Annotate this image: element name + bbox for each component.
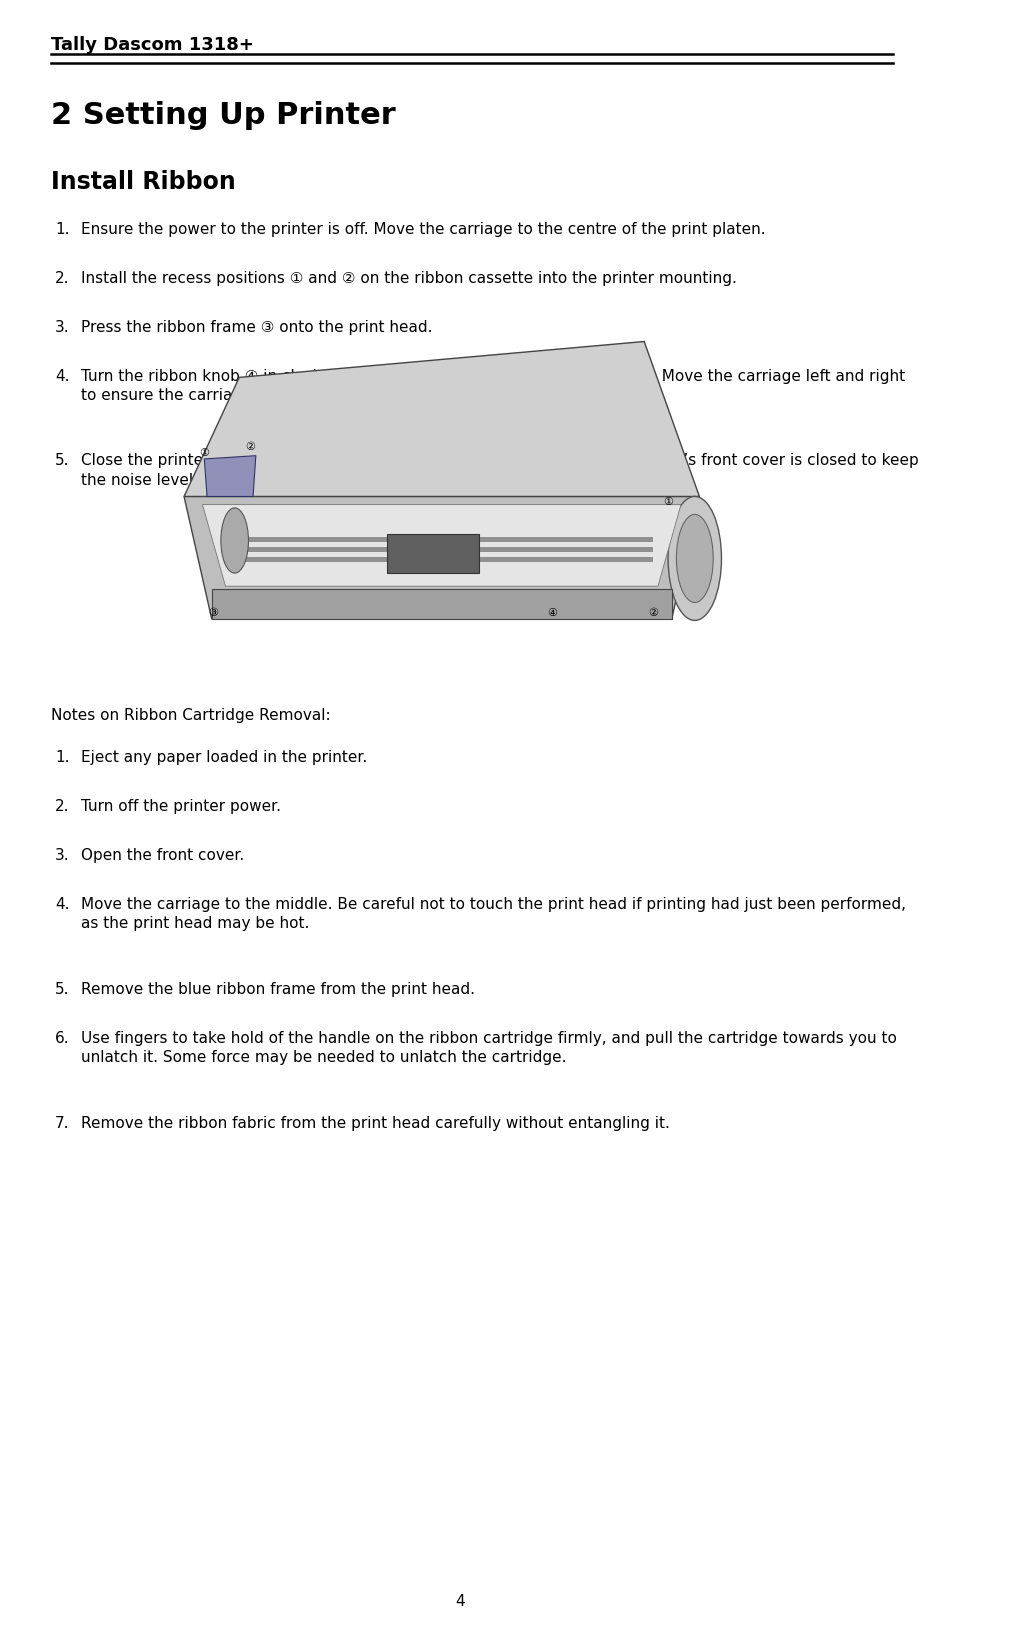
Text: Ensure the power to the printer is off. Move the carriage to the centre of the p: Ensure the power to the printer is off. … <box>81 222 765 236</box>
Text: 3.: 3. <box>56 319 70 334</box>
Text: Open the front cover.: Open the front cover. <box>81 848 244 862</box>
Text: Use fingers to take hold of the handle on the ribbon cartridge firmly, and pull : Use fingers to take hold of the handle o… <box>81 1030 897 1064</box>
Ellipse shape <box>677 515 713 603</box>
Text: Eject any paper loaded in the printer.: Eject any paper loaded in the printer. <box>81 750 368 764</box>
Polygon shape <box>229 557 653 562</box>
Text: 7.: 7. <box>56 1115 70 1130</box>
Polygon shape <box>229 538 653 543</box>
Text: 4.: 4. <box>56 368 70 383</box>
Text: 2.: 2. <box>56 271 70 285</box>
Text: ②: ② <box>245 442 255 452</box>
Text: Close the printer’s front cover. When printer is in operation, ensure the printe: Close the printer’s front cover. When pr… <box>81 453 919 487</box>
Text: Install Ribbon: Install Ribbon <box>50 170 236 194</box>
Text: Remove the ribbon fabric from the print head carefully without entangling it.: Remove the ribbon fabric from the print … <box>81 1115 670 1130</box>
Text: ④: ④ <box>547 608 557 618</box>
Polygon shape <box>229 548 653 553</box>
Text: ①: ① <box>663 497 673 507</box>
Text: 2.: 2. <box>56 799 70 813</box>
Polygon shape <box>386 535 479 574</box>
Polygon shape <box>184 497 699 619</box>
Polygon shape <box>184 342 699 497</box>
Text: 2 Setting Up Printer: 2 Setting Up Printer <box>50 101 396 130</box>
Text: ②: ② <box>648 608 658 618</box>
Ellipse shape <box>668 497 721 621</box>
Text: Remove the blue ribbon frame from the print head.: Remove the blue ribbon frame from the pr… <box>81 981 475 996</box>
Text: ①: ① <box>199 448 209 458</box>
Text: 4.: 4. <box>56 897 70 911</box>
Text: Notes on Ribbon Cartridge Removal:: Notes on Ribbon Cartridge Removal: <box>50 707 331 722</box>
Text: Press the ribbon frame ③ onto the print head.: Press the ribbon frame ③ onto the print … <box>81 319 433 334</box>
Polygon shape <box>211 590 672 619</box>
Text: Install the recess positions ① and ② on the ribbon cassette into the printer mou: Install the recess positions ① and ② on … <box>81 271 736 285</box>
Text: 5.: 5. <box>56 453 70 468</box>
Text: Turn the ribbon knob ④ in clockwise direction until the ribbon fabric is taut. M: Turn the ribbon knob ④ in clockwise dire… <box>81 368 905 403</box>
Polygon shape <box>204 456 255 497</box>
Polygon shape <box>203 505 681 587</box>
Text: Tally Dascom 1318+: Tally Dascom 1318+ <box>50 36 253 54</box>
Text: 1.: 1. <box>56 750 70 764</box>
Text: 6.: 6. <box>56 1030 70 1045</box>
Text: 1.: 1. <box>56 222 70 236</box>
Text: ③: ③ <box>208 608 218 618</box>
Text: Turn off the printer power.: Turn off the printer power. <box>81 799 281 813</box>
Text: 5.: 5. <box>56 981 70 996</box>
Text: 3.: 3. <box>56 848 70 862</box>
Text: 4: 4 <box>455 1593 465 1609</box>
Text: Move the carriage to the middle. Be careful not to touch the print head if print: Move the carriage to the middle. Be care… <box>81 897 906 931</box>
Ellipse shape <box>220 509 248 574</box>
